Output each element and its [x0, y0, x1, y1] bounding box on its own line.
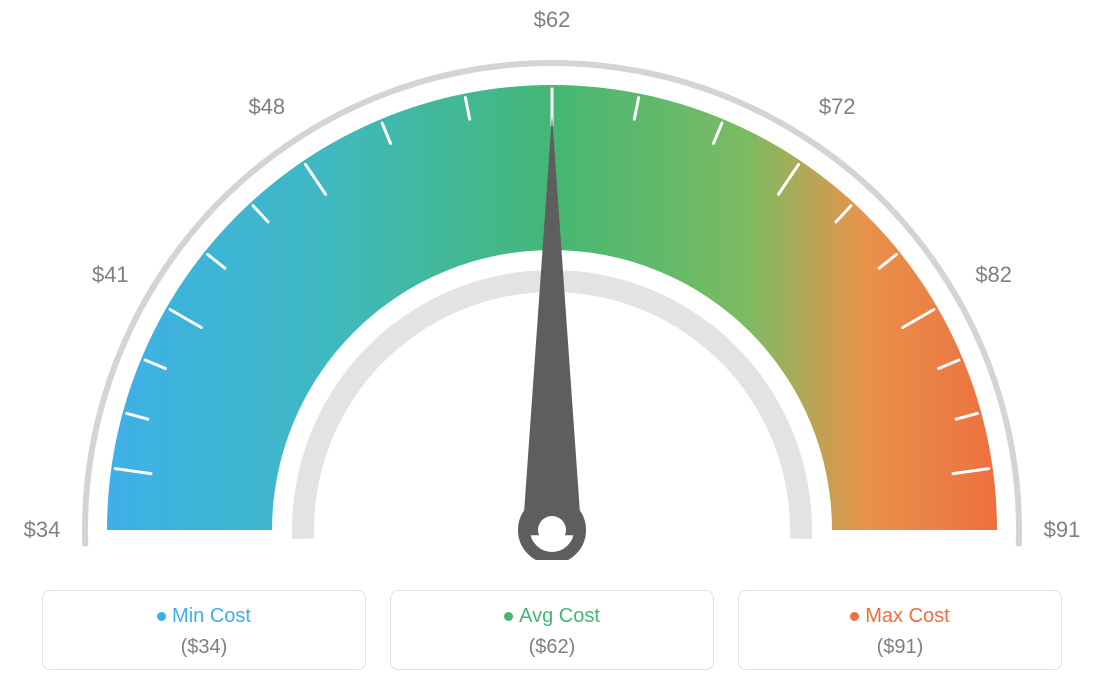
- gauge-svg: [0, 0, 1104, 560]
- gauge-tick-label: $62: [534, 7, 571, 33]
- legend-title-avg: Avg Cost: [391, 605, 713, 628]
- legend-value-max: ($91): [739, 636, 1061, 659]
- legend-card-avg: Avg Cost ($62): [390, 590, 714, 670]
- gauge-tick-label: $82: [975, 262, 1012, 288]
- gauge-tick-label: $34: [24, 517, 61, 543]
- gauge-tick-label: $41: [92, 262, 129, 288]
- gauge-area: $34 $41 $48 $62 $72 $82 $91: [0, 0, 1104, 560]
- gauge-tick-label: $91: [1044, 517, 1081, 543]
- legend-card-min: Min Cost ($34): [42, 590, 366, 670]
- legend-row: Min Cost ($34) Avg Cost ($62) Max Cost (…: [0, 590, 1104, 670]
- legend-card-max: Max Cost ($91): [738, 590, 1062, 670]
- legend-label-min: Min Cost: [172, 605, 251, 627]
- legend-label-max: Max Cost: [865, 605, 949, 627]
- legend-value-avg: ($62): [391, 636, 713, 659]
- legend-title-min: Min Cost: [43, 605, 365, 628]
- legend-title-max: Max Cost: [739, 605, 1061, 628]
- legend-label-avg: Avg Cost: [519, 605, 600, 627]
- gauge-tick-label: $72: [819, 94, 856, 120]
- legend-dot-avg: [504, 612, 513, 621]
- legend-value-min: ($34): [43, 636, 365, 659]
- gauge-chart-container: $34 $41 $48 $62 $72 $82 $91 Min Cost ($34) Avg…: [0, 0, 1104, 690]
- legend-dot-max: [850, 612, 859, 621]
- legend-dot-min: [157, 612, 166, 621]
- gauge-tick-label: $48: [248, 94, 285, 120]
